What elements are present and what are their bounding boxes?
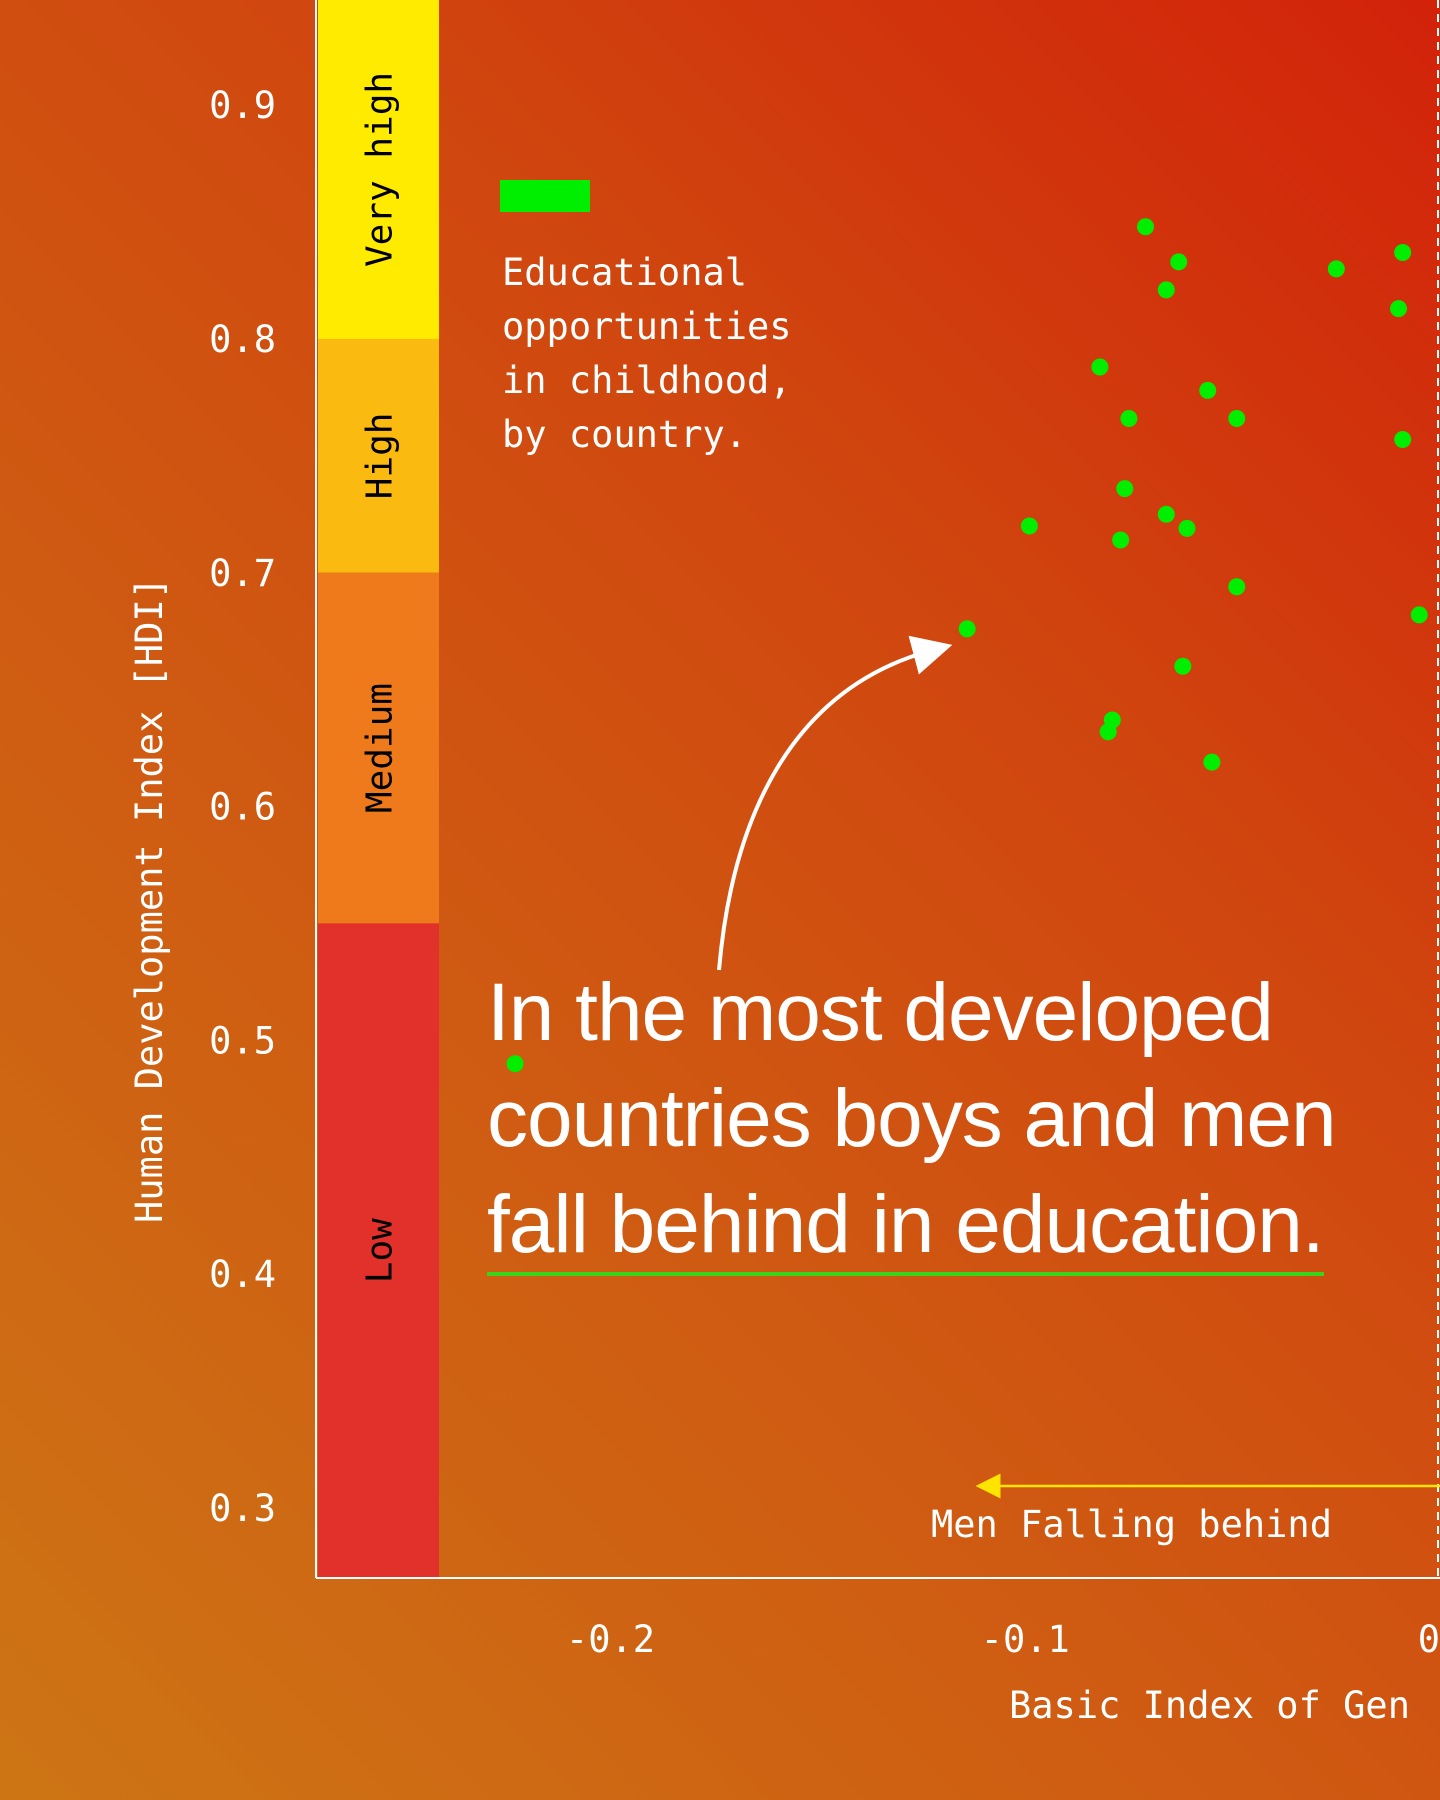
data-point xyxy=(1327,260,1345,278)
y-tick-label: 0.3 xyxy=(209,1487,276,1530)
headline-line-2-light: countries xyxy=(487,1073,833,1164)
data-point xyxy=(1199,381,1217,399)
data-point xyxy=(1170,253,1188,271)
hdi-bands: Very high High Medium Low xyxy=(318,0,439,1578)
data-point xyxy=(1112,531,1130,549)
headline-line-1: In the most developed xyxy=(487,967,1274,1058)
headline: In the most developed countries boys and… xyxy=(487,960,1387,1278)
chart-axes xyxy=(315,0,1440,1579)
callout-arrow xyxy=(717,635,953,971)
hdi-band-label: Very high xyxy=(360,72,401,267)
data-points xyxy=(506,218,1428,1073)
y-axis-label: Human Development Index [HDI] xyxy=(128,577,171,1223)
x-tick-labels: -0.2 -0.1 0. xyxy=(566,1618,1440,1661)
headline-underlined-text: fall behind in education. xyxy=(487,1179,1325,1276)
hdi-band-label: Medium xyxy=(360,683,401,813)
data-point xyxy=(1228,578,1246,596)
x-tick-label: -0.2 xyxy=(566,1618,655,1661)
hdi-band-label: High xyxy=(360,413,401,500)
y-tick-label: 0.8 xyxy=(209,318,276,361)
data-point xyxy=(1120,409,1138,427)
y-tick-label: 0.5 xyxy=(209,1019,276,1062)
headline-line-3: fall behind in education. xyxy=(487,1172,1387,1278)
y-tick-label: 0.7 xyxy=(209,552,276,595)
data-point xyxy=(1020,517,1038,535)
data-point xyxy=(1203,753,1221,771)
hdi-band xyxy=(318,0,439,339)
data-point xyxy=(1228,409,1246,427)
y-tick-labels: 0.9 0.8 0.7 0.6 0.5 0.4 0.3 xyxy=(209,84,276,1530)
x-tick-label: -0.1 xyxy=(981,1618,1070,1661)
x-tick-label: 0. xyxy=(1418,1618,1440,1661)
data-point xyxy=(1099,723,1117,741)
hdi-band xyxy=(318,338,439,573)
y-tick-label: 0.6 xyxy=(209,786,276,829)
legend-text: Educational opportunities in childhood, … xyxy=(502,246,842,462)
data-point xyxy=(1157,281,1175,299)
men-falling-behind-label: Men Falling behind xyxy=(931,1503,1332,1546)
data-point xyxy=(1174,657,1192,675)
data-point xyxy=(958,620,976,638)
legend-swatch xyxy=(500,180,590,212)
hdi-band-label: Low xyxy=(360,1218,401,1283)
legend-line: Educational xyxy=(502,251,748,294)
headline-line-2-bold: boys and men xyxy=(832,1073,1337,1164)
x-axis-label: Basic Index of Gen xyxy=(1009,1684,1410,1727)
data-point xyxy=(1137,218,1155,236)
data-point xyxy=(1390,300,1408,318)
hdi-band xyxy=(318,923,439,1578)
hdi-band xyxy=(318,572,439,924)
data-point xyxy=(1116,480,1134,498)
legend-line: opportunities xyxy=(502,305,792,348)
data-point xyxy=(1394,431,1412,449)
data-point xyxy=(1091,358,1109,376)
legend-line: by country. xyxy=(502,413,748,456)
data-point xyxy=(1394,243,1412,261)
data-point xyxy=(506,1055,524,1073)
data-point xyxy=(1178,519,1196,537)
data-point xyxy=(1410,606,1428,624)
y-tick-label: 0.9 xyxy=(209,84,276,127)
headline-line-2: countries boys and men xyxy=(487,1066,1387,1172)
data-point xyxy=(1157,505,1175,523)
legend-line: in childhood, xyxy=(502,359,792,402)
y-tick-label: 0.4 xyxy=(209,1253,276,1296)
